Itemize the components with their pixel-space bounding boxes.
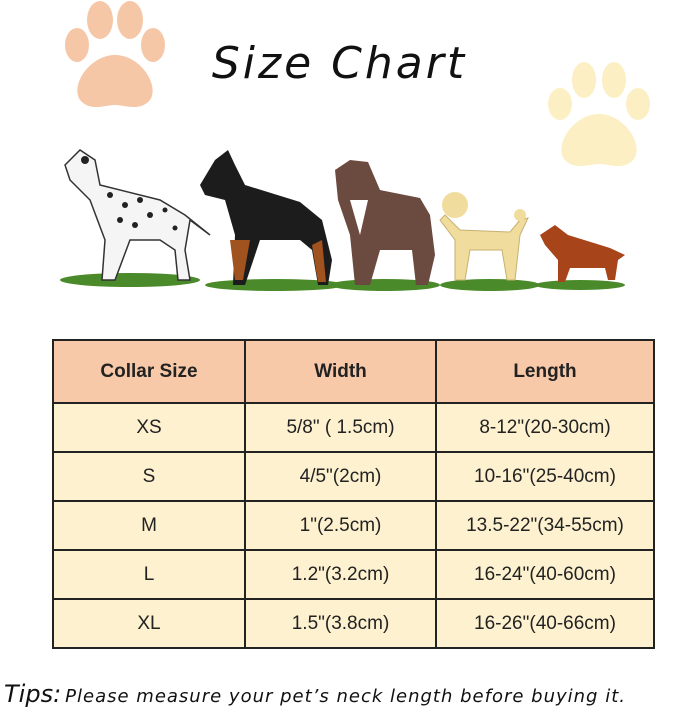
table-header-row: Collar Size Width Length xyxy=(52,339,655,404)
cell-length: 8-12"(20-30cm) xyxy=(435,402,655,453)
cell-size: S xyxy=(52,451,246,502)
poodle-illustration xyxy=(439,192,540,291)
cell-size: XL xyxy=(52,598,246,649)
table-row: M 1"(2.5cm) 13.5-22"(34-55cm) xyxy=(52,500,655,551)
table-row: XS 5/8" ( 1.5cm) 8-12"(20-30cm) xyxy=(52,402,655,453)
cell-width: 1.5"(3.8cm) xyxy=(244,598,437,649)
cell-length: 13.5-22"(34-55cm) xyxy=(435,500,655,551)
cell-length: 16-24"(40-60cm) xyxy=(435,549,655,600)
page-title: Size Chart xyxy=(211,38,468,89)
pit-bull-illustration xyxy=(330,160,440,291)
doberman-illustration xyxy=(200,150,345,291)
cell-width: 1"(2.5cm) xyxy=(244,500,437,551)
cell-size: XS xyxy=(52,402,246,453)
column-header-collar-size: Collar Size xyxy=(52,339,246,404)
paw-print-icon xyxy=(65,1,165,108)
tips-note: Tips: Please measure your pet’s neck leng… xyxy=(4,680,626,708)
tips-text: Please measure your pet’s neck length be… xyxy=(65,686,626,707)
dog-breeds-illustration xyxy=(60,149,625,291)
table-row: XL 1.5"(3.8cm) 16-26"(40-66cm) xyxy=(52,598,655,649)
cell-width: 5/8" ( 1.5cm) xyxy=(244,402,437,453)
size-chart-table: Collar Size Width Length XS 5/8" ( 1.5cm… xyxy=(52,339,655,649)
cell-width: 4/5"(2cm) xyxy=(244,451,437,502)
cell-length: 10-16"(25-40cm) xyxy=(435,451,655,502)
dalmatian-illustration xyxy=(60,149,211,287)
cell-width: 1.2"(3.2cm) xyxy=(244,549,437,600)
dachshund-illustration xyxy=(535,225,625,290)
paw-print-icon xyxy=(548,62,650,167)
cell-length: 16-26"(40-66cm) xyxy=(435,598,655,649)
cell-size: L xyxy=(52,549,246,600)
table-row: L 1.2"(3.2cm) 16-24"(40-60cm) xyxy=(52,549,655,600)
cell-size: M xyxy=(52,500,246,551)
column-header-width: Width xyxy=(244,339,437,404)
column-header-length: Length xyxy=(435,339,655,404)
table-row: S 4/5"(2cm) 10-16"(25-40cm) xyxy=(52,451,655,502)
tips-label: Tips: xyxy=(4,680,62,708)
